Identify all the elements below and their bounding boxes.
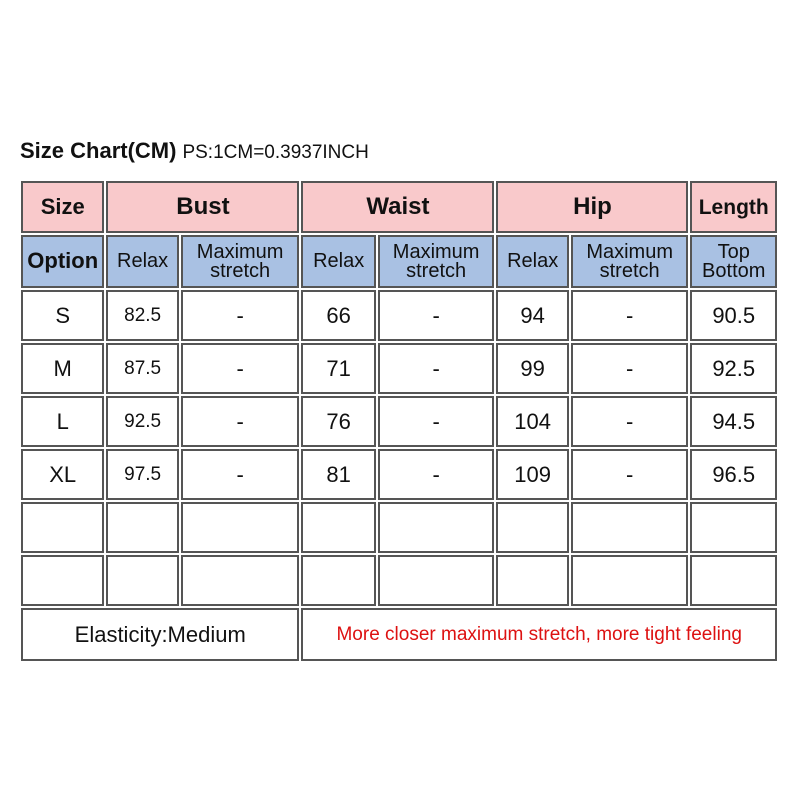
empty-cell bbox=[377, 555, 495, 606]
data-cell: - bbox=[570, 396, 689, 447]
data-cell: - bbox=[570, 290, 689, 341]
empty-cell bbox=[496, 555, 569, 606]
data-cell: 66 bbox=[301, 290, 376, 341]
header-cell: Waist bbox=[301, 181, 495, 233]
data-cell: 90.5 bbox=[690, 290, 777, 341]
data-cell: 96.5 bbox=[690, 449, 777, 500]
data-cell: - bbox=[180, 449, 300, 500]
data-cell: - bbox=[377, 343, 495, 394]
data-cell: 99 bbox=[496, 343, 569, 394]
empty-cell bbox=[690, 502, 777, 553]
data-cell: 92.5 bbox=[106, 396, 179, 447]
title-note: PS:1CM=0.3937INCH bbox=[182, 142, 369, 163]
data-cell: 97.5 bbox=[106, 449, 179, 500]
empty-cell bbox=[180, 555, 300, 606]
footer-row: Elasticity:Medium More closer maximum str… bbox=[21, 608, 777, 661]
header-cell: Hip bbox=[496, 181, 689, 233]
header-cell: Bust bbox=[106, 181, 300, 233]
footer-note: More closer maximum stretch, more tight … bbox=[301, 608, 777, 661]
empty-row bbox=[21, 502, 777, 553]
data-cell: - bbox=[180, 396, 300, 447]
subheader-cell: Relax bbox=[496, 235, 569, 288]
data-cell: 76 bbox=[301, 396, 376, 447]
title: Size Chart(CM) bbox=[20, 138, 177, 163]
size-table: Size Bust Waist Hip Length Option Relax Ma… bbox=[19, 179, 779, 663]
data-row: L 92.5-76-104-94.5 bbox=[21, 396, 777, 447]
data-cell: - bbox=[570, 449, 689, 500]
data-cell: 94.5 bbox=[690, 396, 777, 447]
subheader-cell: Relax bbox=[106, 235, 179, 288]
header-row: Size Bust Waist Hip Length bbox=[21, 181, 777, 233]
empty-cell bbox=[301, 555, 376, 606]
empty-cell bbox=[690, 555, 777, 606]
data-row: S 82.5-66-94-90.5 bbox=[21, 290, 777, 341]
subheader-cell: Maximum stretch bbox=[180, 235, 300, 288]
data-cell: 109 bbox=[496, 449, 569, 500]
data-cell: 92.5 bbox=[690, 343, 777, 394]
subheader-cell: Top Bottom bbox=[690, 235, 777, 288]
data-cell: - bbox=[377, 449, 495, 500]
empty-cell bbox=[377, 502, 495, 553]
empty-cell bbox=[570, 502, 689, 553]
empty-cell bbox=[570, 555, 689, 606]
data-cell: - bbox=[180, 290, 300, 341]
data-cell: - bbox=[570, 343, 689, 394]
data-cell: 94 bbox=[496, 290, 569, 341]
data-cell: - bbox=[377, 290, 495, 341]
data-cell: - bbox=[180, 343, 300, 394]
header-cell: Length bbox=[690, 181, 777, 233]
data-cell: - bbox=[377, 396, 495, 447]
data-cell: 71 bbox=[301, 343, 376, 394]
data-cell: 81 bbox=[301, 449, 376, 500]
subheader-cell: Option bbox=[21, 235, 105, 288]
data-cell: 87.5 bbox=[106, 343, 179, 394]
subheader-cell: Maximum stretch bbox=[377, 235, 495, 288]
data-cell: S bbox=[21, 290, 105, 341]
subheader-cell: Maximum stretch bbox=[570, 235, 689, 288]
subheader-row: Option Relax Maximum stretch Relax Maximum s… bbox=[21, 235, 777, 288]
empty-cell bbox=[180, 502, 300, 553]
table-body: Size Bust Waist Hip Length Option Relax Ma… bbox=[21, 181, 777, 661]
data-cell: 104 bbox=[496, 396, 569, 447]
empty-cell bbox=[21, 555, 105, 606]
data-row: XL 97.5-81-109-96.5 bbox=[21, 449, 777, 500]
empty-cell bbox=[106, 555, 179, 606]
elasticity-cell: Elasticity:Medium bbox=[21, 608, 300, 661]
title-line: Size Chart(CM) PS:1CM=0.3937INCH bbox=[20, 138, 369, 164]
empty-row bbox=[21, 555, 777, 606]
header-cell: Size bbox=[21, 181, 105, 233]
data-row: M 87.5-71-99-92.5 bbox=[21, 343, 777, 394]
data-cell: XL bbox=[21, 449, 105, 500]
empty-cell bbox=[496, 502, 569, 553]
data-cell: 82.5 bbox=[106, 290, 179, 341]
empty-cell bbox=[301, 502, 376, 553]
empty-cell bbox=[21, 502, 105, 553]
data-cell: L bbox=[21, 396, 105, 447]
subheader-cell: Relax bbox=[301, 235, 376, 288]
empty-cell bbox=[106, 502, 179, 553]
data-cell: M bbox=[21, 343, 105, 394]
